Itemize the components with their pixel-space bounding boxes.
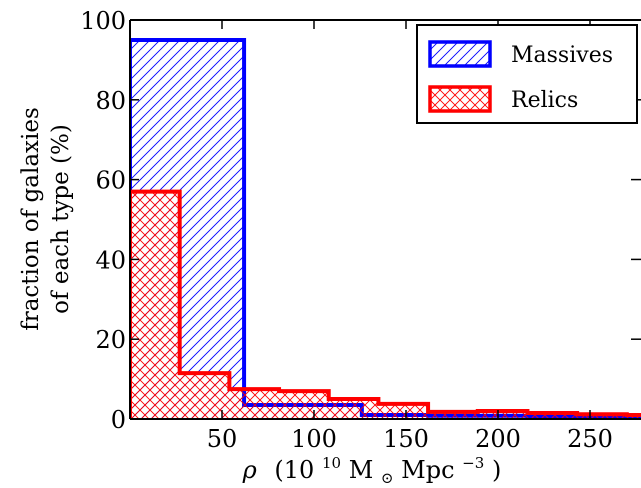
y-axis-label-line1: fraction of galaxies: [18, 107, 44, 331]
y-tick-label-100: 100: [80, 7, 126, 35]
x-tick-label-50: 50: [207, 425, 238, 453]
y-tick-label-40: 40: [95, 246, 126, 274]
legend-swatch-relics: [428, 85, 492, 113]
x-axis-units-mpc-exp: −3: [462, 454, 484, 472]
histogram-bars: [130, 37, 641, 419]
x-tick-label-200: 200: [475, 425, 521, 453]
x-axis-units-open: (10: [274, 456, 314, 484]
bar-relics-5: [328, 399, 379, 419]
outline-relics: [130, 189, 641, 419]
x-axis-units-close: ): [492, 456, 501, 484]
series-relics: [130, 189, 641, 419]
bar-relics-2: [179, 373, 230, 419]
y-tick-label-20: 20: [95, 326, 126, 354]
tick-labels: 0 20 40 60 80 100 50 100 150 200 250: [80, 7, 613, 453]
x-axis-units-sun-symbol: ⊙: [381, 469, 394, 487]
legend-label-relics: Relics: [511, 88, 578, 113]
x-axis-symbol: ρ: [242, 456, 257, 484]
axes: [129, 19, 641, 420]
legend: Massives Relics: [416, 24, 638, 124]
y-axis-label-line2: of each type (%): [48, 124, 74, 314]
bar-relics-3: [229, 389, 280, 419]
bar-relics-4: [279, 391, 329, 419]
bar-relics-10: [577, 414, 627, 419]
bar-relics-8: [477, 411, 528, 419]
x-tick-label-100: 100: [291, 425, 337, 453]
legend-swatch-massives: [428, 40, 492, 68]
y-tick-label-0: 0: [111, 406, 126, 434]
bar-relics-9: [527, 413, 578, 419]
x-axis-label: ρ (10 10 M ⊙ Mpc −3 ): [242, 446, 502, 488]
y-tick-label-80: 80: [95, 87, 126, 115]
y-tick-label-60: 60: [95, 167, 126, 195]
x-tick-label-150: 150: [383, 425, 429, 453]
x-axis-units-exp: 10: [322, 454, 341, 472]
bar-relics-1: [130, 191, 180, 419]
legend-label-massives: Massives: [511, 43, 613, 68]
x-axis-units-msun: M: [349, 456, 374, 484]
bar-relics-6: [378, 403, 429, 419]
x-axis-units-mpc: Mpc: [401, 456, 454, 484]
bar-relics-7: [428, 411, 478, 419]
x-tick-label-250: 250: [567, 425, 613, 453]
